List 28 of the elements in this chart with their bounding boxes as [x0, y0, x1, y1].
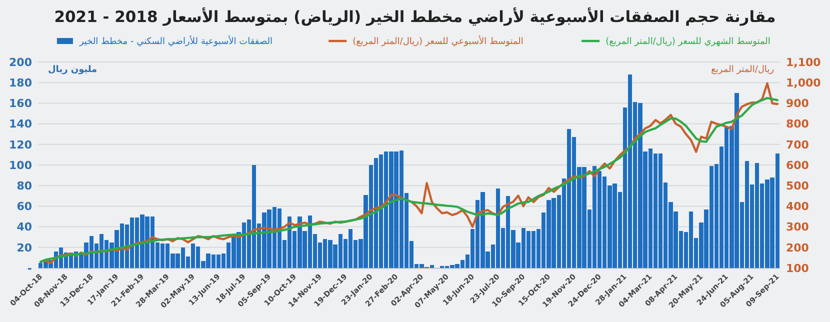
y-tick-label: 20: [16, 241, 32, 254]
y2-axis-title: ريال/المتر المربع: [711, 65, 774, 75]
y2-tick-label: 1,100: [786, 56, 822, 69]
y-axis-title: مليون ريال: [48, 65, 98, 75]
y2-tick-label: 800: [786, 118, 810, 131]
y2-tick-label: 100: [786, 262, 810, 275]
y-tick-label: 200: [9, 56, 32, 69]
y2-tick-label: 900: [786, 97, 810, 110]
y2-tick-label: 600: [786, 158, 810, 172]
y-tick-label: 160: [9, 97, 32, 110]
y2-tick-label: 200: [786, 241, 810, 254]
y2-tick-label: 300: [786, 220, 810, 234]
chart-title: مقارنة حجم الصفقات الأسبوعية لأراضي مخطط الخير (الرياض) بمتوسط الأسعار 2018 - 2021: [54, 7, 776, 26]
legend-label: المتوسط الأسبوعي للسعر (ريال/المتر المربع): [352, 35, 524, 47]
y-tick-label: 120: [9, 138, 32, 152]
y-tick-label: 180: [9, 76, 32, 90]
y-tick-label: 80: [16, 179, 32, 192]
y2-tick-label: 500: [786, 179, 810, 192]
y2-tick-label: 1,000: [786, 76, 822, 90]
y2-tick-label: 400: [786, 200, 810, 214]
y-tick-label: 40: [16, 220, 32, 234]
y-tick-label: 100: [9, 158, 32, 172]
y2-tick-label: 700: [786, 138, 810, 152]
y-tick-label: 60: [16, 200, 32, 214]
legend-label: الصفقات الأسبوعية للأراضي السكني - مخطط الخير: [78, 35, 273, 47]
legend-label: المتوسط الشهري للسعر (ريال/المتر المربع): [606, 37, 770, 47]
y-tick-label: 140: [9, 118, 32, 131]
y-tick-label: -: [27, 262, 32, 275]
